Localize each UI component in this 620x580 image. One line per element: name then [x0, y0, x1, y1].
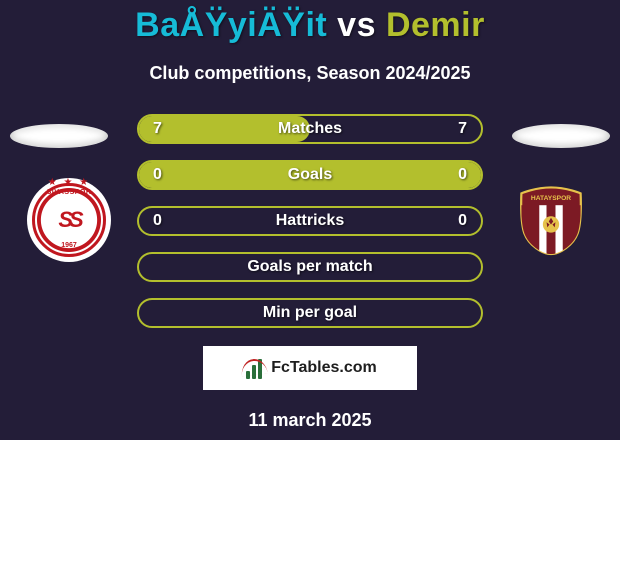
hatayspor-crest: HATAYSPOR — [514, 183, 588, 257]
crest-monogram: SS — [58, 207, 79, 233]
team-left-badge: ★ ★ ★ SIVASSPOR SS 1967 — [27, 178, 111, 262]
stat-label: Goals — [139, 166, 481, 184]
crest-club-name-right: HATAYSPOR — [531, 195, 571, 202]
stat-row-min-per-goal: Min per goal — [137, 298, 483, 328]
stat-right-value: 0 — [458, 166, 467, 184]
stat-right-value: 7 — [458, 120, 467, 138]
sivasspor-crest: ★ ★ ★ SIVASSPOR SS 1967 — [32, 183, 106, 257]
comparison-card: BaÅŸyiÄŸit vs Demir Club competitions, S… — [0, 0, 620, 580]
crest-year: 1967 — [32, 242, 106, 249]
shadow-ellipse-right — [512, 124, 610, 148]
vs-text: vs — [327, 6, 386, 44]
player2-name: Demir — [386, 6, 485, 44]
shield-icon: HATAYSPOR — [514, 183, 588, 257]
shadow-ellipse-left — [10, 124, 108, 148]
bottom-white-area — [0, 440, 620, 580]
stat-row-goals: 0 Goals 0 — [137, 160, 483, 190]
team-right-badge: HATAYSPOR — [509, 178, 593, 262]
crest-club-name: SIVASSPOR — [32, 189, 106, 196]
stat-right-value: 0 — [458, 212, 467, 230]
date: 11 march 2025 — [0, 410, 620, 431]
title: BaÅŸyiÄŸit vs Demir — [0, 6, 620, 45]
stat-label: Matches — [139, 120, 481, 138]
fctables-logo-icon — [243, 357, 265, 379]
stat-row-hattricks: 0 Hattricks 0 — [137, 206, 483, 236]
watermark: FcTables.com — [203, 346, 417, 390]
stat-row-goals-per-match: Goals per match — [137, 252, 483, 282]
stat-label: Hattricks — [139, 212, 481, 230]
stat-row-matches: 7 Matches 7 — [137, 114, 483, 144]
player1-name: BaÅŸyiÄŸit — [135, 6, 327, 44]
stat-label: Goals per match — [139, 258, 481, 276]
watermark-text: FcTables.com — [271, 359, 377, 377]
stat-label: Min per goal — [139, 304, 481, 322]
subtitle: Club competitions, Season 2024/2025 — [0, 63, 620, 84]
